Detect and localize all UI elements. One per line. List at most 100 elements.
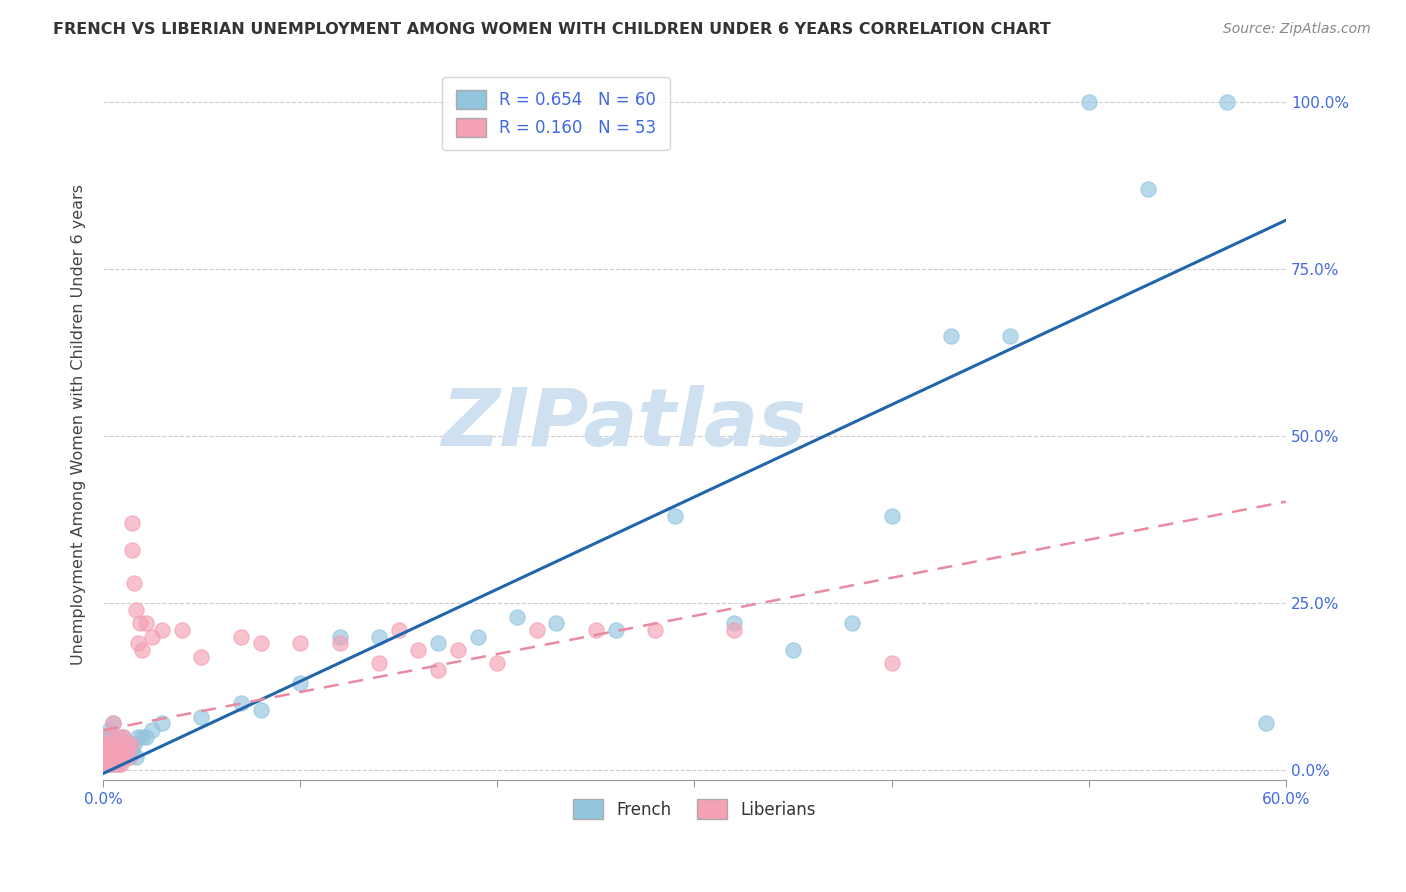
Point [841, 616, 863, 631]
Point [104, 750, 127, 764]
Point [100, 737, 122, 751]
Text: FRENCH VS LIBERIAN UNEMPLOYMENT AMONG WOMEN WITH CHILDREN UNDER 6 YEARS CORRELAT: FRENCH VS LIBERIAN UNEMPLOYMENT AMONG WO… [53, 22, 1052, 37]
Point [111, 750, 134, 764]
Point [100, 730, 122, 744]
Point [96, 730, 118, 744]
Point [110, 737, 132, 751]
Point [129, 616, 152, 631]
Point [101, 756, 124, 771]
Point [388, 623, 411, 637]
Point [100, 756, 122, 771]
Text: ZIPatlas: ZIPatlas [441, 385, 806, 464]
Point [288, 676, 311, 690]
Y-axis label: Unemployment Among Women with Children Under 6 years: Unemployment Among Women with Children U… [72, 184, 86, 665]
Point [111, 730, 134, 744]
Legend: French, Liberians: French, Liberians [567, 793, 823, 825]
Point [94, 743, 117, 757]
Point [96, 743, 118, 757]
Point [170, 623, 193, 637]
Point [664, 509, 686, 524]
Point [150, 623, 173, 637]
Point [97, 737, 120, 751]
Point [368, 630, 391, 644]
Point [288, 636, 311, 650]
Point [1256, 716, 1278, 731]
Point [605, 623, 627, 637]
Point [100, 743, 122, 757]
Point [104, 730, 127, 744]
Point [96, 756, 118, 771]
Point [190, 649, 212, 664]
Point [101, 716, 124, 731]
Point [447, 643, 470, 657]
Point [94, 737, 117, 751]
Point [110, 750, 132, 764]
Point [110, 737, 132, 751]
Point [115, 737, 138, 751]
Point [114, 743, 136, 757]
Point [546, 616, 568, 631]
Point [427, 663, 450, 677]
Point [141, 630, 163, 644]
Point [94, 750, 117, 764]
Point [427, 636, 450, 650]
Point [880, 509, 903, 524]
Point [1077, 95, 1099, 109]
Point [97, 750, 120, 764]
Point [105, 743, 128, 757]
Point [486, 657, 509, 671]
Point [96, 756, 118, 771]
Point [328, 636, 350, 650]
Point [117, 750, 139, 764]
Point [229, 697, 252, 711]
Point [97, 743, 120, 757]
Point [723, 623, 745, 637]
Point [101, 743, 124, 757]
Point [121, 516, 143, 530]
Point [104, 743, 127, 757]
Point [104, 756, 127, 771]
Point [105, 756, 128, 771]
Point [141, 723, 163, 738]
Point [408, 643, 430, 657]
Point [723, 616, 745, 631]
Point [190, 710, 212, 724]
Point [782, 643, 804, 657]
Point [94, 750, 117, 764]
Point [115, 737, 138, 751]
Point [125, 750, 148, 764]
Point [97, 730, 120, 744]
Point [117, 750, 139, 764]
Point [107, 750, 129, 764]
Point [120, 743, 142, 757]
Point [467, 630, 489, 644]
Point [249, 703, 271, 717]
Point [94, 737, 117, 751]
Point [229, 630, 252, 644]
Point [585, 623, 607, 637]
Point [97, 723, 120, 738]
Point [127, 636, 149, 650]
Text: Source: ZipAtlas.com: Source: ZipAtlas.com [1223, 22, 1371, 37]
Point [526, 623, 548, 637]
Point [105, 737, 128, 751]
Point [114, 743, 136, 757]
Point [121, 542, 143, 557]
Point [105, 750, 128, 764]
Point [124, 576, 146, 591]
Point [107, 730, 129, 744]
Point [101, 737, 124, 751]
Point [107, 743, 129, 757]
Point [506, 609, 529, 624]
Point [150, 716, 173, 731]
Point [96, 743, 118, 757]
Point [111, 750, 134, 764]
Point [121, 743, 143, 757]
Point [135, 616, 157, 631]
Point [107, 756, 129, 771]
Point [125, 603, 148, 617]
Point [131, 730, 153, 744]
Point [120, 737, 142, 751]
Point [101, 750, 124, 764]
Point [97, 756, 120, 771]
